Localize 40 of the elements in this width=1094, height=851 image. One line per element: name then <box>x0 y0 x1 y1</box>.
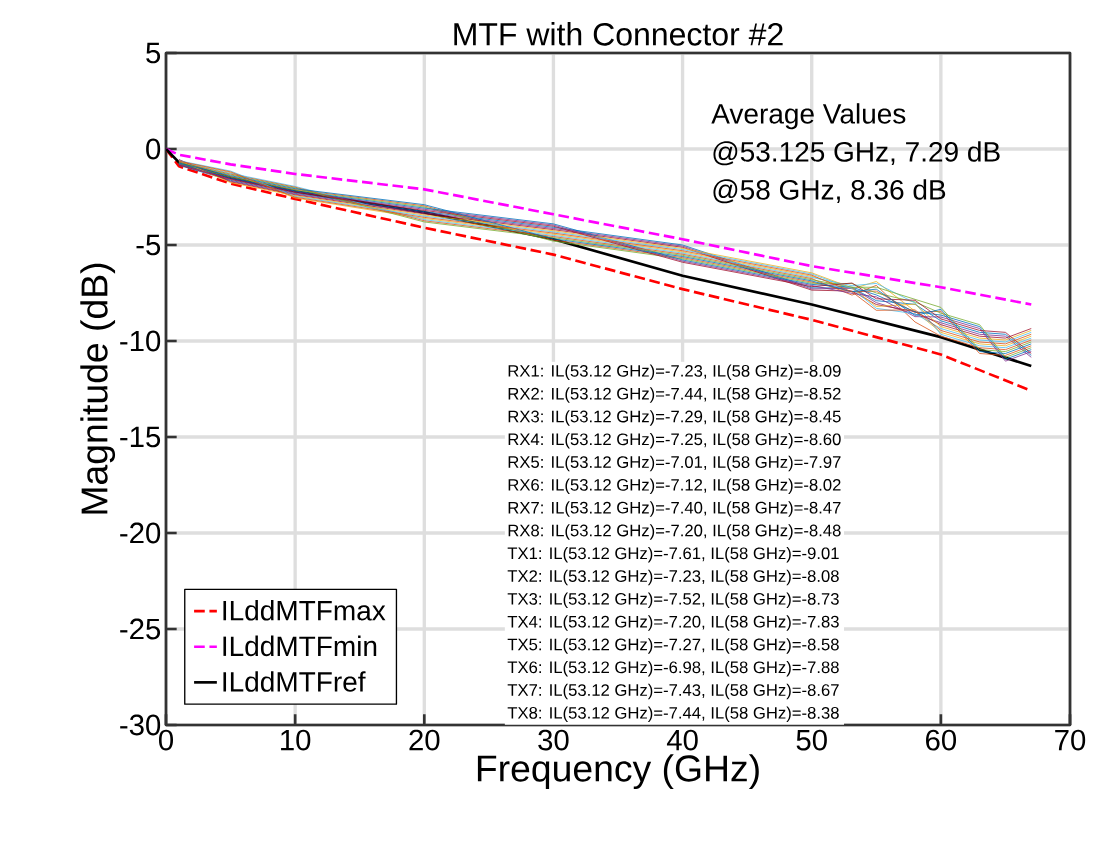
y-tick-label: -10 <box>120 330 161 352</box>
annotation: TX7: IL(53.12 GHz)=-7.43, IL(58 GHz)=-8.67 <box>507 683 839 700</box>
annotation: Average Values <box>711 103 906 130</box>
annotation: TX2: IL(53.12 GHz)=-7.23, IL(58 GHz)=-8.08 <box>507 569 839 586</box>
annotation: RX1: IL(53.12 GHz)=-7.23, IL(58 GHz)=-8.09 <box>508 364 841 381</box>
x-tick-label: 60 <box>926 729 957 751</box>
x-tick-label: 10 <box>281 729 311 751</box>
y-tick-label: 5 <box>146 42 161 64</box>
annotation: RX4: IL(53.12 GHz)=-7.25, IL(58 GHz)=-8.60 <box>508 432 841 449</box>
annotation: @53.125 GHz, 7.29 dB <box>713 141 1000 166</box>
x-tick-label: 20 <box>409 729 440 751</box>
annotation: TX3: IL(53.12 GHz)=-7.52, IL(58 GHz)=-8.73 <box>507 592 839 609</box>
legend-label: ILddMTFref <box>223 671 366 692</box>
x-tick-label: 30 <box>538 729 569 751</box>
x-tick-label: 50 <box>796 729 827 751</box>
annotation: RX2: IL(53.12 GHz)=-7.44, IL(58 GHz)=-8.52 <box>508 387 841 403</box>
annotation: TX8: IL(53.12 GHz)=-7.44, IL(58 GHz)=-8.38 <box>507 706 839 723</box>
y-tick-label: -20 <box>120 522 161 544</box>
x-tick-label: 40 <box>666 729 698 751</box>
y-axis-title: Magnitude (dB) <box>80 263 116 514</box>
annotation: RX5: IL(53.12 GHz)=-7.01, IL(58 GHz)=-7.97 <box>508 455 841 472</box>
annotation: RX7: IL(53.12 GHz)=-7.40, IL(58 GHz)=-8.47 <box>508 501 841 517</box>
annotation: RX8: IL(53.12 GHz)=-7.20, IL(58 GHz)=-8.48 <box>508 524 841 540</box>
y-tick-label: -25 <box>120 618 161 640</box>
legend-label: ILddMTFmin <box>223 635 377 657</box>
legend-label: ILddMTFmax <box>223 599 386 621</box>
x-tick-label: 70 <box>1055 729 1086 751</box>
y-tick-label: 0 <box>146 138 161 160</box>
annotation: RX3: IL(53.12 GHz)=-7.29, IL(58 GHz)=-8.45 <box>508 410 841 426</box>
chart-title: MTF with Connector #2 <box>454 22 783 46</box>
y-tick-label: -15 <box>120 426 161 448</box>
annotation: TX6: IL(53.12 GHz)=-6.98, IL(58 GHz)=-7.88 <box>507 660 839 677</box>
y-tick-label: -5 <box>136 234 161 256</box>
annotation: TX1: IL(53.12 GHz)=-7.61, IL(58 GHz)=-9.01 <box>507 546 839 563</box>
annotation: @58 GHz, 8.36 dB <box>713 179 946 204</box>
y-tick-label: -30 <box>120 714 161 736</box>
annotation: TX4: IL(53.12 GHz)=-7.20, IL(58 GHz)=-7.83 <box>507 615 839 631</box>
x-axis-title: Frequency (GHz) <box>477 754 759 790</box>
annotation: RX6: IL(53.12 GHz)=-7.12, IL(58 GHz)=-8.02 <box>508 478 841 495</box>
annotation: TX5: IL(53.12 GHz)=-7.27, IL(58 GHz)=-8.58 <box>507 638 839 654</box>
